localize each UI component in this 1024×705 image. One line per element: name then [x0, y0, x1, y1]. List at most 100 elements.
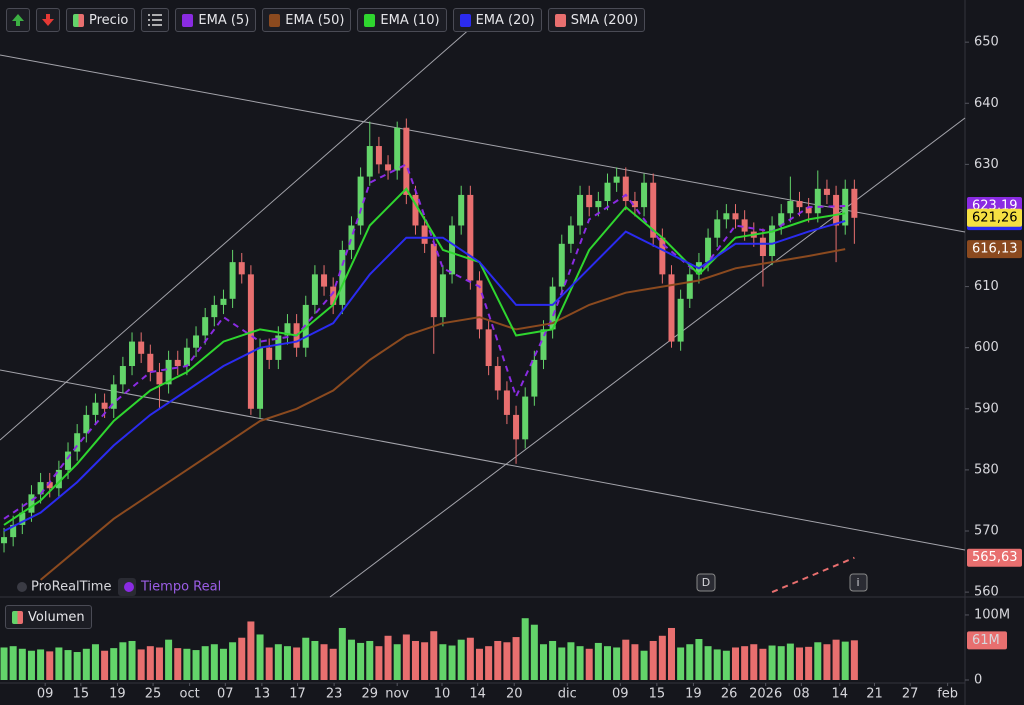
volume-bar: [9, 646, 17, 680]
volume-bar: [311, 640, 319, 680]
price-badge: [967, 208, 1022, 227]
volume-bar: [777, 646, 785, 680]
volume-bar: [494, 640, 502, 680]
candle-body: [476, 280, 483, 330]
volume-bar: [46, 651, 54, 680]
candle-body: [321, 274, 328, 287]
volume-bar: [485, 646, 493, 680]
candle-body: [275, 335, 282, 360]
legend-label: EMA (10): [380, 12, 440, 28]
candle-body: [439, 274, 446, 318]
up-button[interactable]: [6, 8, 30, 32]
x-tick-label: 09: [612, 687, 629, 702]
candle-body: [668, 274, 675, 342]
candle-body: [787, 201, 794, 214]
volume-bar: [338, 627, 346, 680]
candle-body: [577, 194, 584, 226]
candle-body: [641, 182, 648, 208]
candle-body: [485, 329, 492, 367]
candle-body: [586, 194, 593, 208]
candle-body: [10, 524, 17, 538]
candle-body: [686, 274, 693, 299]
x-tick-label: 17: [289, 687, 306, 702]
marker-box: [849, 573, 868, 592]
volume-bar: [55, 647, 63, 680]
x-tick-label: 21: [866, 687, 883, 702]
candle-body: [1, 537, 8, 544]
menu-button[interactable]: [141, 8, 170, 32]
x-tick-label: 14: [469, 687, 486, 702]
x-tick-label: 08: [793, 687, 810, 702]
candle-body: [595, 201, 602, 208]
candle-body: [631, 201, 638, 208]
candle-body: [266, 347, 273, 360]
x-tick-label: 27: [902, 687, 919, 702]
candle-body: [659, 237, 666, 275]
price-badge: [967, 240, 1022, 259]
legend-item[interactable]: EMA (5): [175, 8, 257, 32]
volume-bar: [631, 644, 639, 680]
volume-bar: [603, 646, 611, 680]
y-tick-label: 560: [974, 585, 999, 600]
x-tick-label: 15: [73, 687, 90, 702]
candle-body: [531, 359, 538, 397]
candle-body: [375, 146, 382, 165]
candle-body: [741, 219, 748, 232]
volume-bar: [174, 648, 182, 680]
price-badge: [967, 548, 1022, 567]
candle-body: [558, 243, 565, 287]
legend-item[interactable]: SMA (200): [547, 8, 646, 32]
legend-item[interactable]: EMA (50): [262, 8, 352, 32]
volume-bar: [320, 644, 328, 680]
candle-body: [394, 127, 401, 171]
legend-item[interactable]: EMA (10): [357, 8, 447, 32]
volume-pane: [0, 618, 858, 680]
x-tick-label: 10: [434, 687, 451, 702]
volume-bar: [165, 639, 173, 680]
candle-body: [604, 182, 611, 202]
price-badge-label: 621,26: [972, 210, 1018, 225]
candle-body: [567, 225, 574, 244]
trend-line: [0, 19, 481, 441]
x-tick-label: 13: [254, 687, 271, 702]
candle-body: [823, 188, 830, 195]
down-button[interactable]: [36, 8, 60, 32]
volume-bar: [539, 644, 547, 680]
candle-body: [412, 194, 419, 226]
legend-item[interactable]: EMA (20): [452, 8, 542, 32]
volume-bar: [832, 639, 840, 680]
volume-bar: [796, 647, 804, 680]
y-tick-label: 640: [974, 96, 999, 111]
candle-body: [129, 341, 136, 367]
candle-body: [622, 176, 629, 202]
candle-body: [522, 396, 529, 440]
legend-price[interactable]: Precio: [66, 8, 136, 32]
volume-bar: [475, 648, 483, 680]
volume-bar: [283, 646, 291, 680]
volume-bar: [0, 647, 8, 680]
candle-body: [805, 207, 812, 214]
brand-icon: [17, 582, 27, 592]
volume-bar: [430, 631, 438, 680]
candle-body: [503, 390, 510, 415]
volume-bar: [64, 650, 72, 680]
legend-icon: [269, 13, 281, 27]
volume-bar: [759, 648, 767, 680]
trend-line: [0, 54, 966, 233]
x-tick-label: 26: [721, 687, 738, 702]
volume-bar: [622, 639, 630, 680]
volume-bar: [357, 642, 365, 680]
x-tick-label: 19: [109, 687, 126, 702]
volume-bar: [530, 624, 538, 680]
candle-body: [311, 274, 318, 305]
legend-volume[interactable]: Volumen: [5, 605, 92, 629]
candle-body: [247, 274, 254, 409]
candle-body: [613, 176, 620, 183]
volume-bar: [649, 640, 657, 680]
volume-bar: [37, 649, 45, 680]
trend-lines: [0, 19, 966, 598]
volume-bar: [274, 644, 282, 680]
candle-body: [284, 323, 291, 336]
volume-bar: [686, 644, 694, 680]
x-tick-label: feb: [937, 687, 958, 702]
